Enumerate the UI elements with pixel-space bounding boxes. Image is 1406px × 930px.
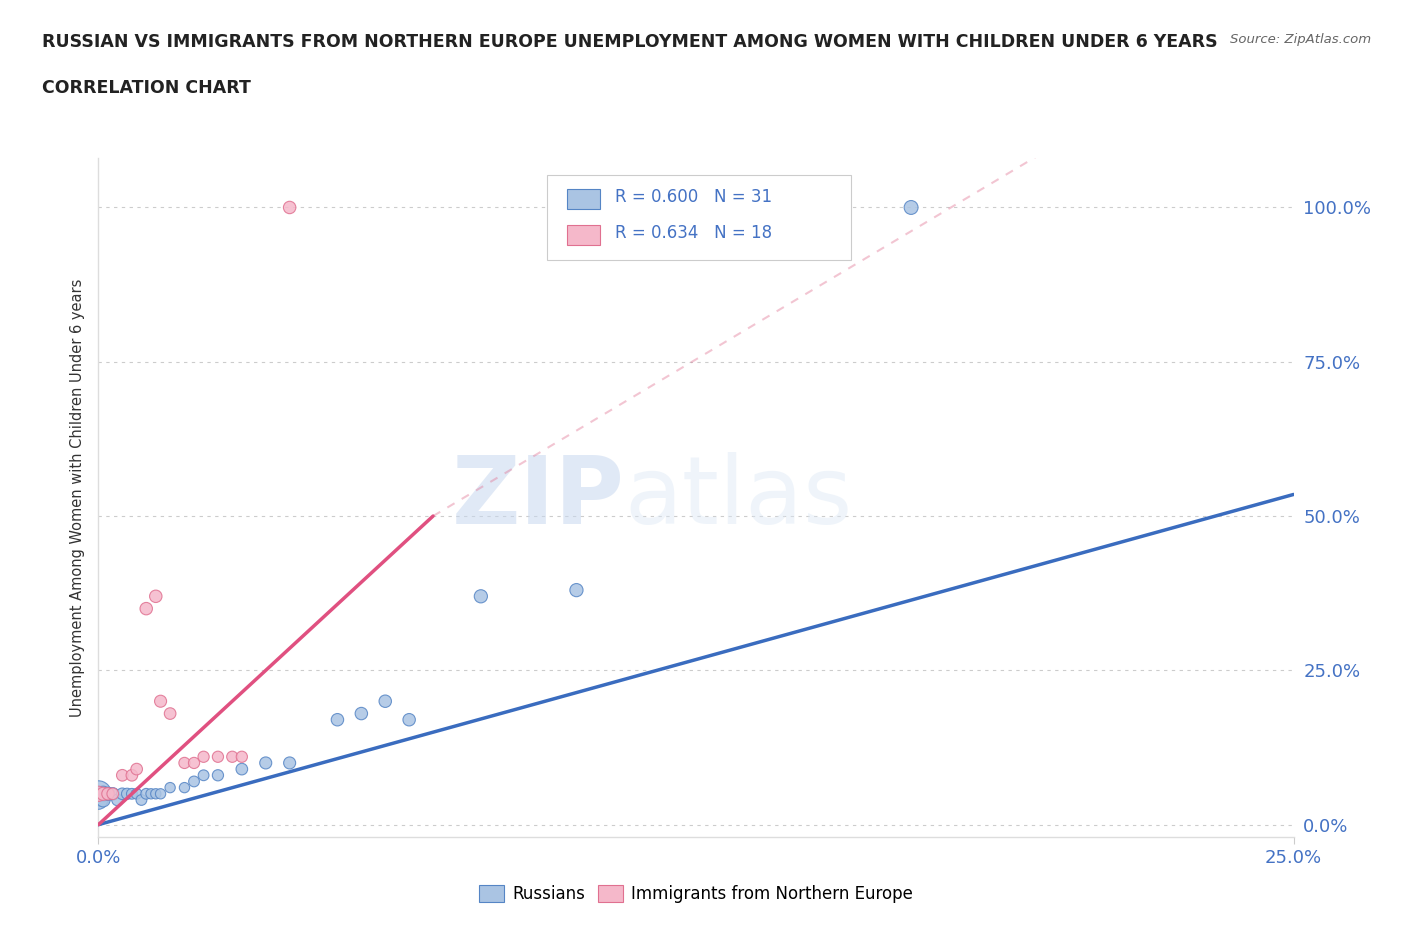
Point [207, 768, 229, 783]
Point [125, 787, 148, 802]
Text: atlas: atlas [624, 452, 852, 543]
Point [145, 589, 167, 604]
Point [149, 694, 172, 709]
Point [254, 755, 277, 770]
FancyBboxPatch shape [567, 225, 600, 245]
Point [97, 787, 120, 802]
Point [350, 706, 373, 721]
Point [900, 200, 922, 215]
Point [125, 762, 148, 777]
Text: RUSSIAN VS IMMIGRANTS FROM NORTHERN EUROPE UNEMPLOYMENT AMONG WOMEN WITH CHILDRE: RUSSIAN VS IMMIGRANTS FROM NORTHERN EURO… [42, 33, 1218, 50]
Point [231, 750, 253, 764]
Point [87, 792, 110, 807]
Point [193, 750, 215, 764]
FancyBboxPatch shape [567, 189, 600, 209]
Point [207, 750, 229, 764]
Point [107, 792, 129, 807]
Legend: Russians, Immigrants from Northern Europe: Russians, Immigrants from Northern Europ… [472, 879, 920, 910]
Point [278, 755, 301, 770]
Point [231, 762, 253, 777]
Point [115, 787, 138, 802]
Point [101, 787, 124, 802]
Point [149, 787, 172, 802]
Point [183, 755, 205, 770]
Text: R = 0.600   N = 31: R = 0.600 N = 31 [614, 189, 772, 206]
Text: Source: ZipAtlas.com: Source: ZipAtlas.com [1230, 33, 1371, 46]
Point [91, 787, 114, 802]
Point [193, 768, 215, 783]
Point [278, 200, 301, 215]
Point [111, 787, 134, 802]
Point [398, 712, 420, 727]
Point [121, 787, 143, 802]
Point [135, 787, 157, 802]
Point [565, 583, 588, 598]
Point [111, 768, 134, 783]
Point [183, 774, 205, 789]
Point [159, 706, 181, 721]
Point [145, 787, 167, 802]
Point [87, 787, 110, 802]
Point [326, 712, 349, 727]
Point [470, 589, 492, 604]
Point [87, 787, 110, 802]
Point [101, 787, 124, 802]
Point [159, 780, 181, 795]
Point [139, 787, 162, 802]
Text: ZIP: ZIP [451, 452, 624, 543]
Text: R = 0.634   N = 18: R = 0.634 N = 18 [614, 224, 772, 242]
Point [131, 792, 153, 807]
Point [221, 750, 243, 764]
Point [97, 787, 120, 802]
Text: CORRELATION CHART: CORRELATION CHART [42, 79, 252, 97]
Point [173, 780, 195, 795]
Point [91, 787, 114, 802]
Point [135, 601, 157, 616]
Point [173, 755, 195, 770]
Point [374, 694, 396, 709]
Y-axis label: Unemployment Among Women with Children Under 6 years: Unemployment Among Women with Children U… [70, 278, 86, 717]
Point [121, 768, 143, 783]
FancyBboxPatch shape [547, 175, 852, 260]
Point [91, 792, 114, 807]
